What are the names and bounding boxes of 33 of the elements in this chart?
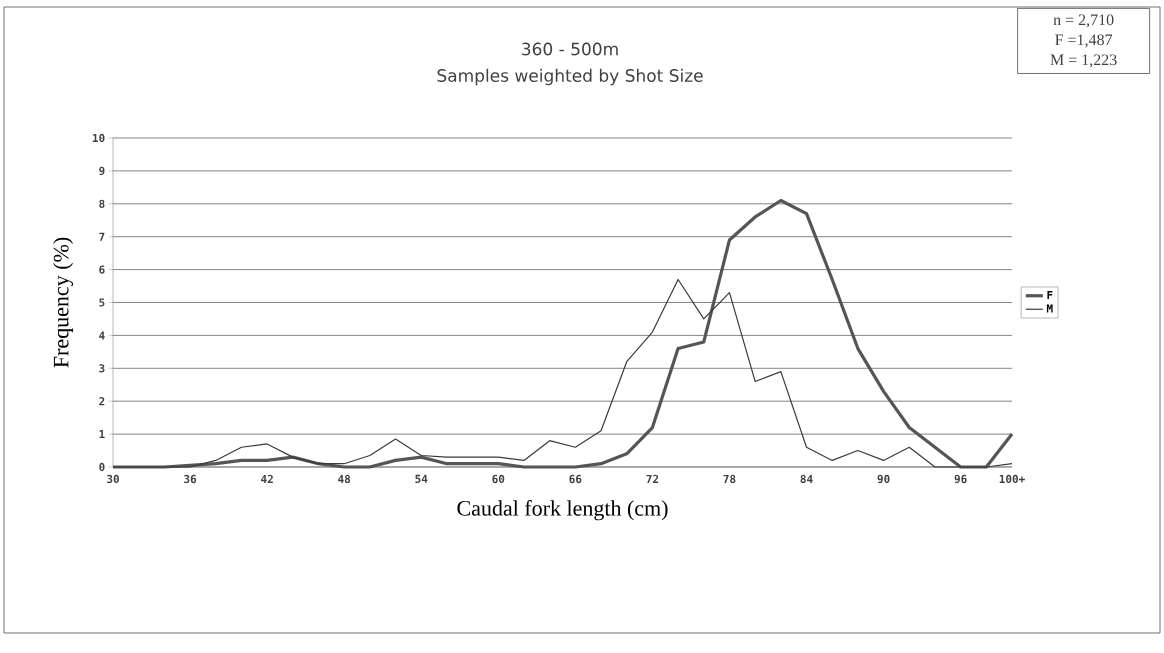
text: F =1,487 [1055, 34, 1113, 48]
chart-title: 360 - 500m [522, 42, 618, 56]
x-tick-label: 30 [107, 474, 119, 484]
text: M = 1,223 [1050, 54, 1117, 68]
x-tick-label: 72 [646, 474, 659, 483]
x-tick-label: 48 [338, 474, 351, 484]
x-tick-label: 100+ [999, 474, 1025, 484]
x-tick-label: 90 [877, 474, 890, 484]
y-tick-label: 9 [99, 166, 105, 176]
x-tick-label: 54 [415, 474, 428, 483]
x-tick-label: 60 [492, 474, 505, 484]
y-tick-label: 5 [99, 298, 105, 307]
x-tick-label: 84 [800, 474, 813, 484]
text: n = 2,710 [1053, 14, 1114, 28]
legend-label: M [1046, 304, 1053, 313]
x-tick-label: 42 [261, 474, 273, 483]
y-tick-label: 4 [99, 331, 105, 340]
x-tick-label: 66 [569, 474, 582, 484]
y-tick-label: 7 [99, 232, 105, 241]
y-axis-title: Frequency (%) [53, 237, 74, 368]
y-tick-label: 6 [99, 265, 105, 274]
y-tick-label: 0 [99, 462, 105, 472]
legend-label: F [1047, 290, 1053, 299]
y-tick-label: 2 [99, 397, 105, 406]
x-tick-label: 96 [954, 474, 967, 484]
x-axis-title: Caudal fork length (cm) [457, 500, 668, 521]
x-tick-label: 78 [723, 474, 736, 484]
y-tick-label: 1 [99, 430, 105, 439]
chart-subtitle: Samples weighted by Shot Size [437, 68, 703, 86]
y-tick-label: 3 [99, 364, 105, 373]
y-tick-label: 10 [92, 133, 105, 143]
x-tick-label: 36 [184, 474, 197, 484]
y-tick-label: 8 [99, 199, 105, 208]
